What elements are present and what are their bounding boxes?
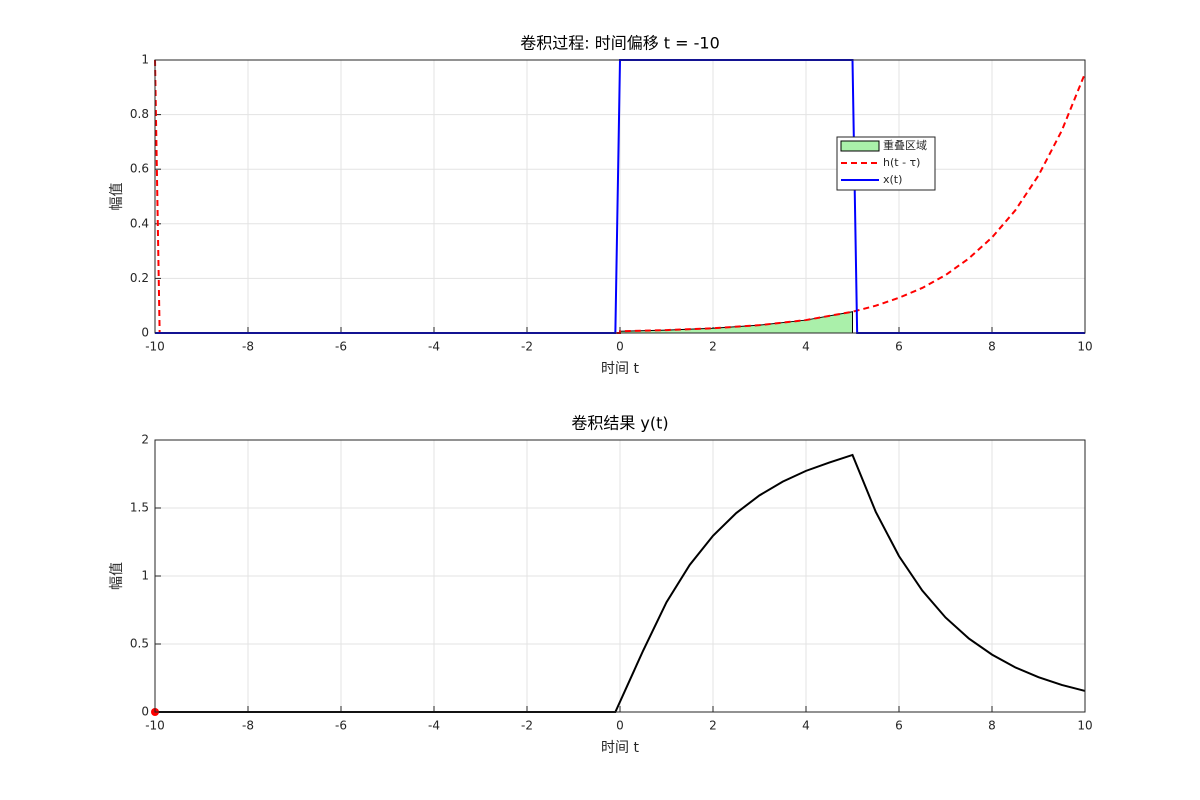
legend-label: 重叠区域 — [883, 138, 927, 152]
y-tick-label: 0.4 — [130, 216, 149, 230]
axes-box — [154, 59, 1086, 334]
x-tick-label: -4 — [428, 719, 440, 733]
x-tick-label: 8 — [988, 340, 996, 354]
y-tick-label: 2 — [141, 433, 149, 447]
x-tick-label: -10 — [145, 719, 165, 733]
x-tick-label: 2 — [709, 340, 717, 354]
legend-label: h(t - τ) — [883, 156, 920, 169]
y-tick-label: 0.6 — [130, 162, 149, 176]
x-tick-label: 8 — [988, 719, 996, 733]
x-axis-label: 时间 t — [601, 740, 639, 756]
x-tick-label: 0 — [616, 719, 624, 733]
x-tick-label: -10 — [145, 340, 165, 354]
legend-swatch — [840, 140, 880, 152]
x-tick-label: -6 — [335, 719, 347, 733]
axes-title: 卷积过程: 时间偏移 t = -10 — [520, 34, 720, 53]
y-tick-label: 0 — [141, 705, 149, 719]
y-tick-label: 1.5 — [130, 501, 149, 515]
x-tick-label: 10 — [1077, 340, 1092, 354]
y-tick-label: 0 — [141, 326, 149, 340]
y-tick-label: 1 — [141, 53, 149, 67]
x-tick-label: 10 — [1077, 719, 1092, 733]
y-tick-label: 0.8 — [130, 107, 149, 121]
x-tick-label: -4 — [428, 340, 440, 354]
y-axis-label: 幅值 — [109, 183, 125, 211]
x-tick-label: 6 — [895, 719, 903, 733]
x-tick-label: 0 — [616, 340, 624, 354]
x-tick-label: 4 — [802, 719, 810, 733]
x-tick-label: -6 — [335, 340, 347, 354]
x-tick-label: 4 — [802, 340, 810, 354]
x-axis-label: 时间 t — [601, 361, 639, 377]
legend-label: x(t) — [883, 173, 902, 186]
x-tick-label: -2 — [521, 719, 533, 733]
y-tick-label: 0.2 — [130, 271, 149, 285]
line — [155, 453, 1086, 713]
legend: 重叠区域 h(t - τ) x(t) — [836, 136, 936, 191]
x-tick-label: 6 — [895, 340, 903, 354]
line — [154, 59, 1086, 334]
y-tick-label: 1 — [141, 569, 149, 583]
y-tick-label: 0.5 — [130, 637, 149, 651]
x-tick-label: -8 — [242, 719, 254, 733]
x-tick-label: 2 — [709, 719, 717, 733]
axes-title: 卷积结果 y(t) — [571, 414, 668, 433]
axes-box — [154, 439, 1086, 713]
x-tick-label: -8 — [242, 340, 254, 354]
x-tick-label: -2 — [521, 340, 533, 354]
y-axis-label: 幅值 — [109, 562, 125, 590]
